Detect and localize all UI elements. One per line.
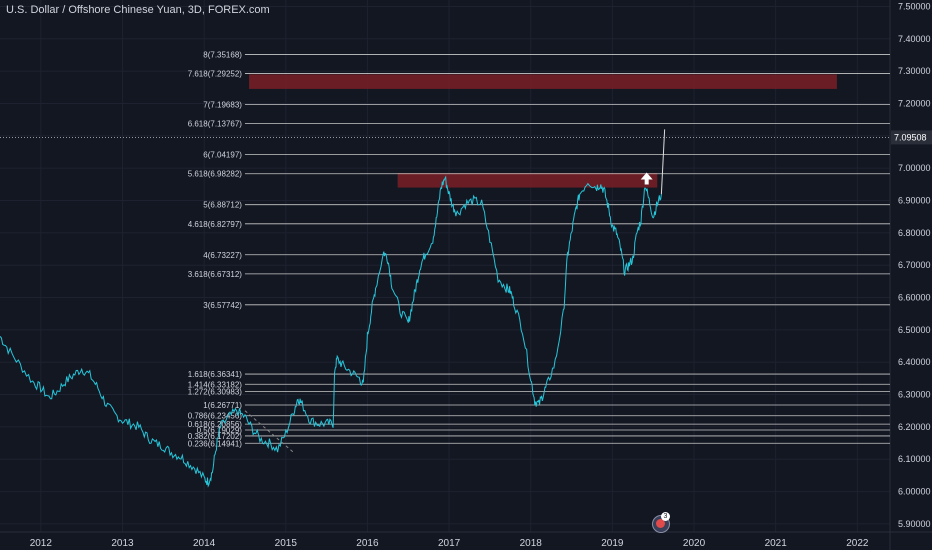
x-tick-label: 2016 <box>356 538 379 549</box>
fib-level-label: 4.618(6.82797) <box>188 220 243 229</box>
up-arrow-icon <box>640 172 653 185</box>
y-tick-label: 5.90000 <box>898 519 931 529</box>
y-tick-label: 6.60000 <box>898 293 931 303</box>
notification-badge-icon <box>656 519 665 528</box>
dashed-trend-line <box>244 410 295 454</box>
fib-level-label: 0.382(6.17202) <box>188 432 243 441</box>
y-tick-label: 6.00000 <box>898 487 931 497</box>
resistance-zone-1 <box>397 173 658 188</box>
y-tick-label: 6.80000 <box>898 228 931 238</box>
x-tick-label: 2019 <box>601 538 624 549</box>
chart-title: U.S. Dollar / Offshore Chinese Yuan, 3D,… <box>6 4 270 16</box>
fib-level-label: 0.786(6.23456) <box>188 412 243 421</box>
price-spike <box>660 129 666 195</box>
fib-level-label: 1.414(6.33182) <box>188 380 243 389</box>
fib-level-label: 6(7.04197) <box>203 151 242 160</box>
x-tick-label: 2022 <box>846 538 869 549</box>
fib-level-label: 1(6.26771) <box>203 401 242 410</box>
y-tick-label: 7.40000 <box>898 34 931 44</box>
x-tick-label: 2020 <box>683 538 706 549</box>
notification-count: 3 <box>661 512 670 521</box>
y-tick-label: 7.00000 <box>898 163 931 173</box>
fib-level-label: 1.272(6.30983) <box>188 387 243 396</box>
fib-level-label: 0.236(6.14941) <box>188 439 243 448</box>
fib-level-label: 3(6.57742) <box>203 301 242 310</box>
y-tick-label: 6.70000 <box>898 260 931 270</box>
fib-level-label: 1.618(6.36341) <box>188 370 243 379</box>
x-tick-label: 2021 <box>765 538 788 549</box>
y-tick-label: 7.50000 <box>898 1 931 11</box>
y-tick-label: 6.10000 <box>898 454 931 464</box>
x-tick-label: 2012 <box>30 538 53 549</box>
fib-level-label: 5.618(6.98282) <box>188 170 243 179</box>
x-tick-label: 2014 <box>193 538 216 549</box>
current-price-tag <box>891 130 932 145</box>
fib-level-label: 8(7.35168) <box>203 50 242 59</box>
current-price-label: 7.09508 <box>894 132 927 142</box>
y-tick-label: 6.50000 <box>898 325 931 335</box>
price-series-line <box>0 175 662 488</box>
x-tick-label: 2015 <box>275 538 298 549</box>
fib-level-label: 0.618(6.20856) <box>188 420 243 429</box>
y-tick-label: 6.30000 <box>898 390 931 400</box>
y-tick-label: 6.20000 <box>898 422 931 432</box>
y-tick-label: 6.40000 <box>898 357 931 367</box>
fib-level-label: 6.618(7.13767) <box>188 120 243 129</box>
fib-level-label: 4(6.73227) <box>203 251 242 260</box>
y-tick-label: 6.90000 <box>898 196 931 206</box>
resistance-zone-0 <box>249 74 837 89</box>
x-tick-label: 2013 <box>111 538 134 549</box>
y-tick-label: 7.30000 <box>898 66 931 76</box>
x-tick-label: 2017 <box>438 538 461 549</box>
fib-level-label: 7.618(7.29252) <box>188 70 243 79</box>
x-tick-label: 2018 <box>520 538 543 549</box>
fib-level-label: 7(7.19683) <box>203 101 242 110</box>
fib-level-label: 3.618(6.67312) <box>188 270 243 279</box>
fib-level-label: 5(6.88712) <box>203 201 242 210</box>
y-tick-label: 7.20000 <box>898 98 931 108</box>
